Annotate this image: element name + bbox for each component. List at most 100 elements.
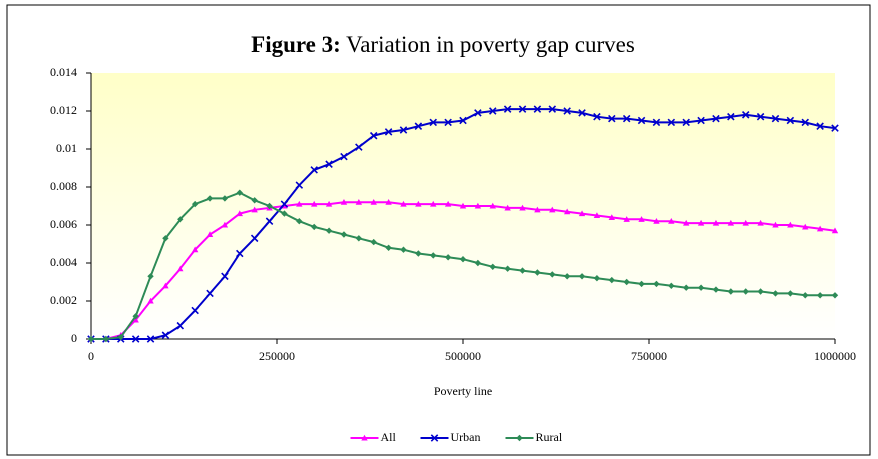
marker <box>637 116 646 125</box>
marker <box>162 235 169 242</box>
marker <box>429 118 438 127</box>
marker <box>117 333 124 341</box>
marker <box>132 316 139 323</box>
legend-marker <box>516 434 523 442</box>
marker <box>623 216 630 222</box>
marker <box>504 204 511 211</box>
marker <box>504 265 511 272</box>
marker <box>489 202 496 209</box>
marker <box>831 292 839 299</box>
marker <box>757 288 764 295</box>
x-tick-label: 0 <box>88 349 94 363</box>
marker <box>355 235 363 242</box>
legend-marker <box>361 434 368 441</box>
marker <box>683 284 690 291</box>
marker <box>608 214 615 220</box>
marker <box>593 275 601 282</box>
marker <box>430 200 437 207</box>
marker <box>697 284 705 291</box>
marker <box>757 219 764 226</box>
marker <box>370 199 377 205</box>
marker <box>653 280 660 288</box>
marker <box>593 112 601 121</box>
marker <box>385 199 392 205</box>
y-tick-label: 0.01 <box>56 141 77 155</box>
marker <box>459 116 467 125</box>
marker <box>191 306 199 315</box>
marker <box>667 118 676 127</box>
y-tick-label: 0 <box>71 331 77 345</box>
y-tick-label: 0.006 <box>50 217 77 231</box>
title-prefix: Figure 3: <box>251 32 341 57</box>
marker <box>534 206 541 213</box>
marker <box>385 244 392 251</box>
marker <box>430 252 437 259</box>
marker <box>384 128 393 136</box>
marker <box>236 210 243 217</box>
marker <box>415 250 422 257</box>
marker <box>474 202 482 209</box>
marker <box>772 221 779 228</box>
marker <box>503 105 512 113</box>
marker <box>668 218 675 224</box>
marker <box>191 200 199 208</box>
marker <box>578 273 586 280</box>
marker <box>221 272 229 281</box>
title-text: Variation in poverty gap curves <box>346 32 635 57</box>
marker <box>369 131 378 140</box>
y-tick-label: 0.014 <box>50 65 77 79</box>
x-tick-label: 250000 <box>259 349 295 363</box>
marker <box>578 210 586 217</box>
marker <box>325 200 333 207</box>
marker <box>251 197 258 204</box>
marker <box>652 118 661 127</box>
marker <box>177 265 184 272</box>
marker <box>147 273 154 280</box>
marker <box>280 200 289 208</box>
marker <box>414 122 423 130</box>
marker <box>727 288 735 295</box>
marker <box>549 206 556 213</box>
marker <box>266 202 273 210</box>
marker <box>340 152 348 161</box>
marker <box>742 219 749 226</box>
y-tick-label: 0.004 <box>50 255 77 269</box>
y-tick-label: 0.002 <box>50 293 77 307</box>
marker <box>474 109 482 117</box>
marker <box>355 199 363 205</box>
marker <box>518 105 527 113</box>
marker <box>622 114 631 123</box>
marker <box>296 200 303 207</box>
marker <box>742 288 749 295</box>
marker <box>653 218 660 224</box>
marker <box>444 118 452 127</box>
marker <box>162 282 169 289</box>
marker <box>593 212 601 219</box>
marker <box>400 246 407 253</box>
marker <box>668 282 675 289</box>
marker <box>519 267 526 274</box>
marker <box>563 208 571 215</box>
marker <box>325 160 333 168</box>
marker <box>102 335 110 343</box>
marker <box>399 126 408 134</box>
marker <box>771 114 780 123</box>
marker <box>772 290 779 297</box>
marker <box>325 227 333 234</box>
marker <box>741 111 750 119</box>
marker <box>221 221 229 228</box>
marker <box>281 210 288 217</box>
marker <box>206 289 214 298</box>
x-tick-label: 500000 <box>445 349 481 363</box>
legend-marker <box>430 434 439 442</box>
marker <box>727 112 735 121</box>
marker <box>563 107 571 115</box>
marker <box>132 313 139 320</box>
marker <box>370 238 377 246</box>
marker <box>816 292 824 299</box>
chart-title: Figure 3: Variation in poverty gap curve… <box>251 32 635 57</box>
marker <box>831 227 839 234</box>
marker <box>177 216 184 223</box>
